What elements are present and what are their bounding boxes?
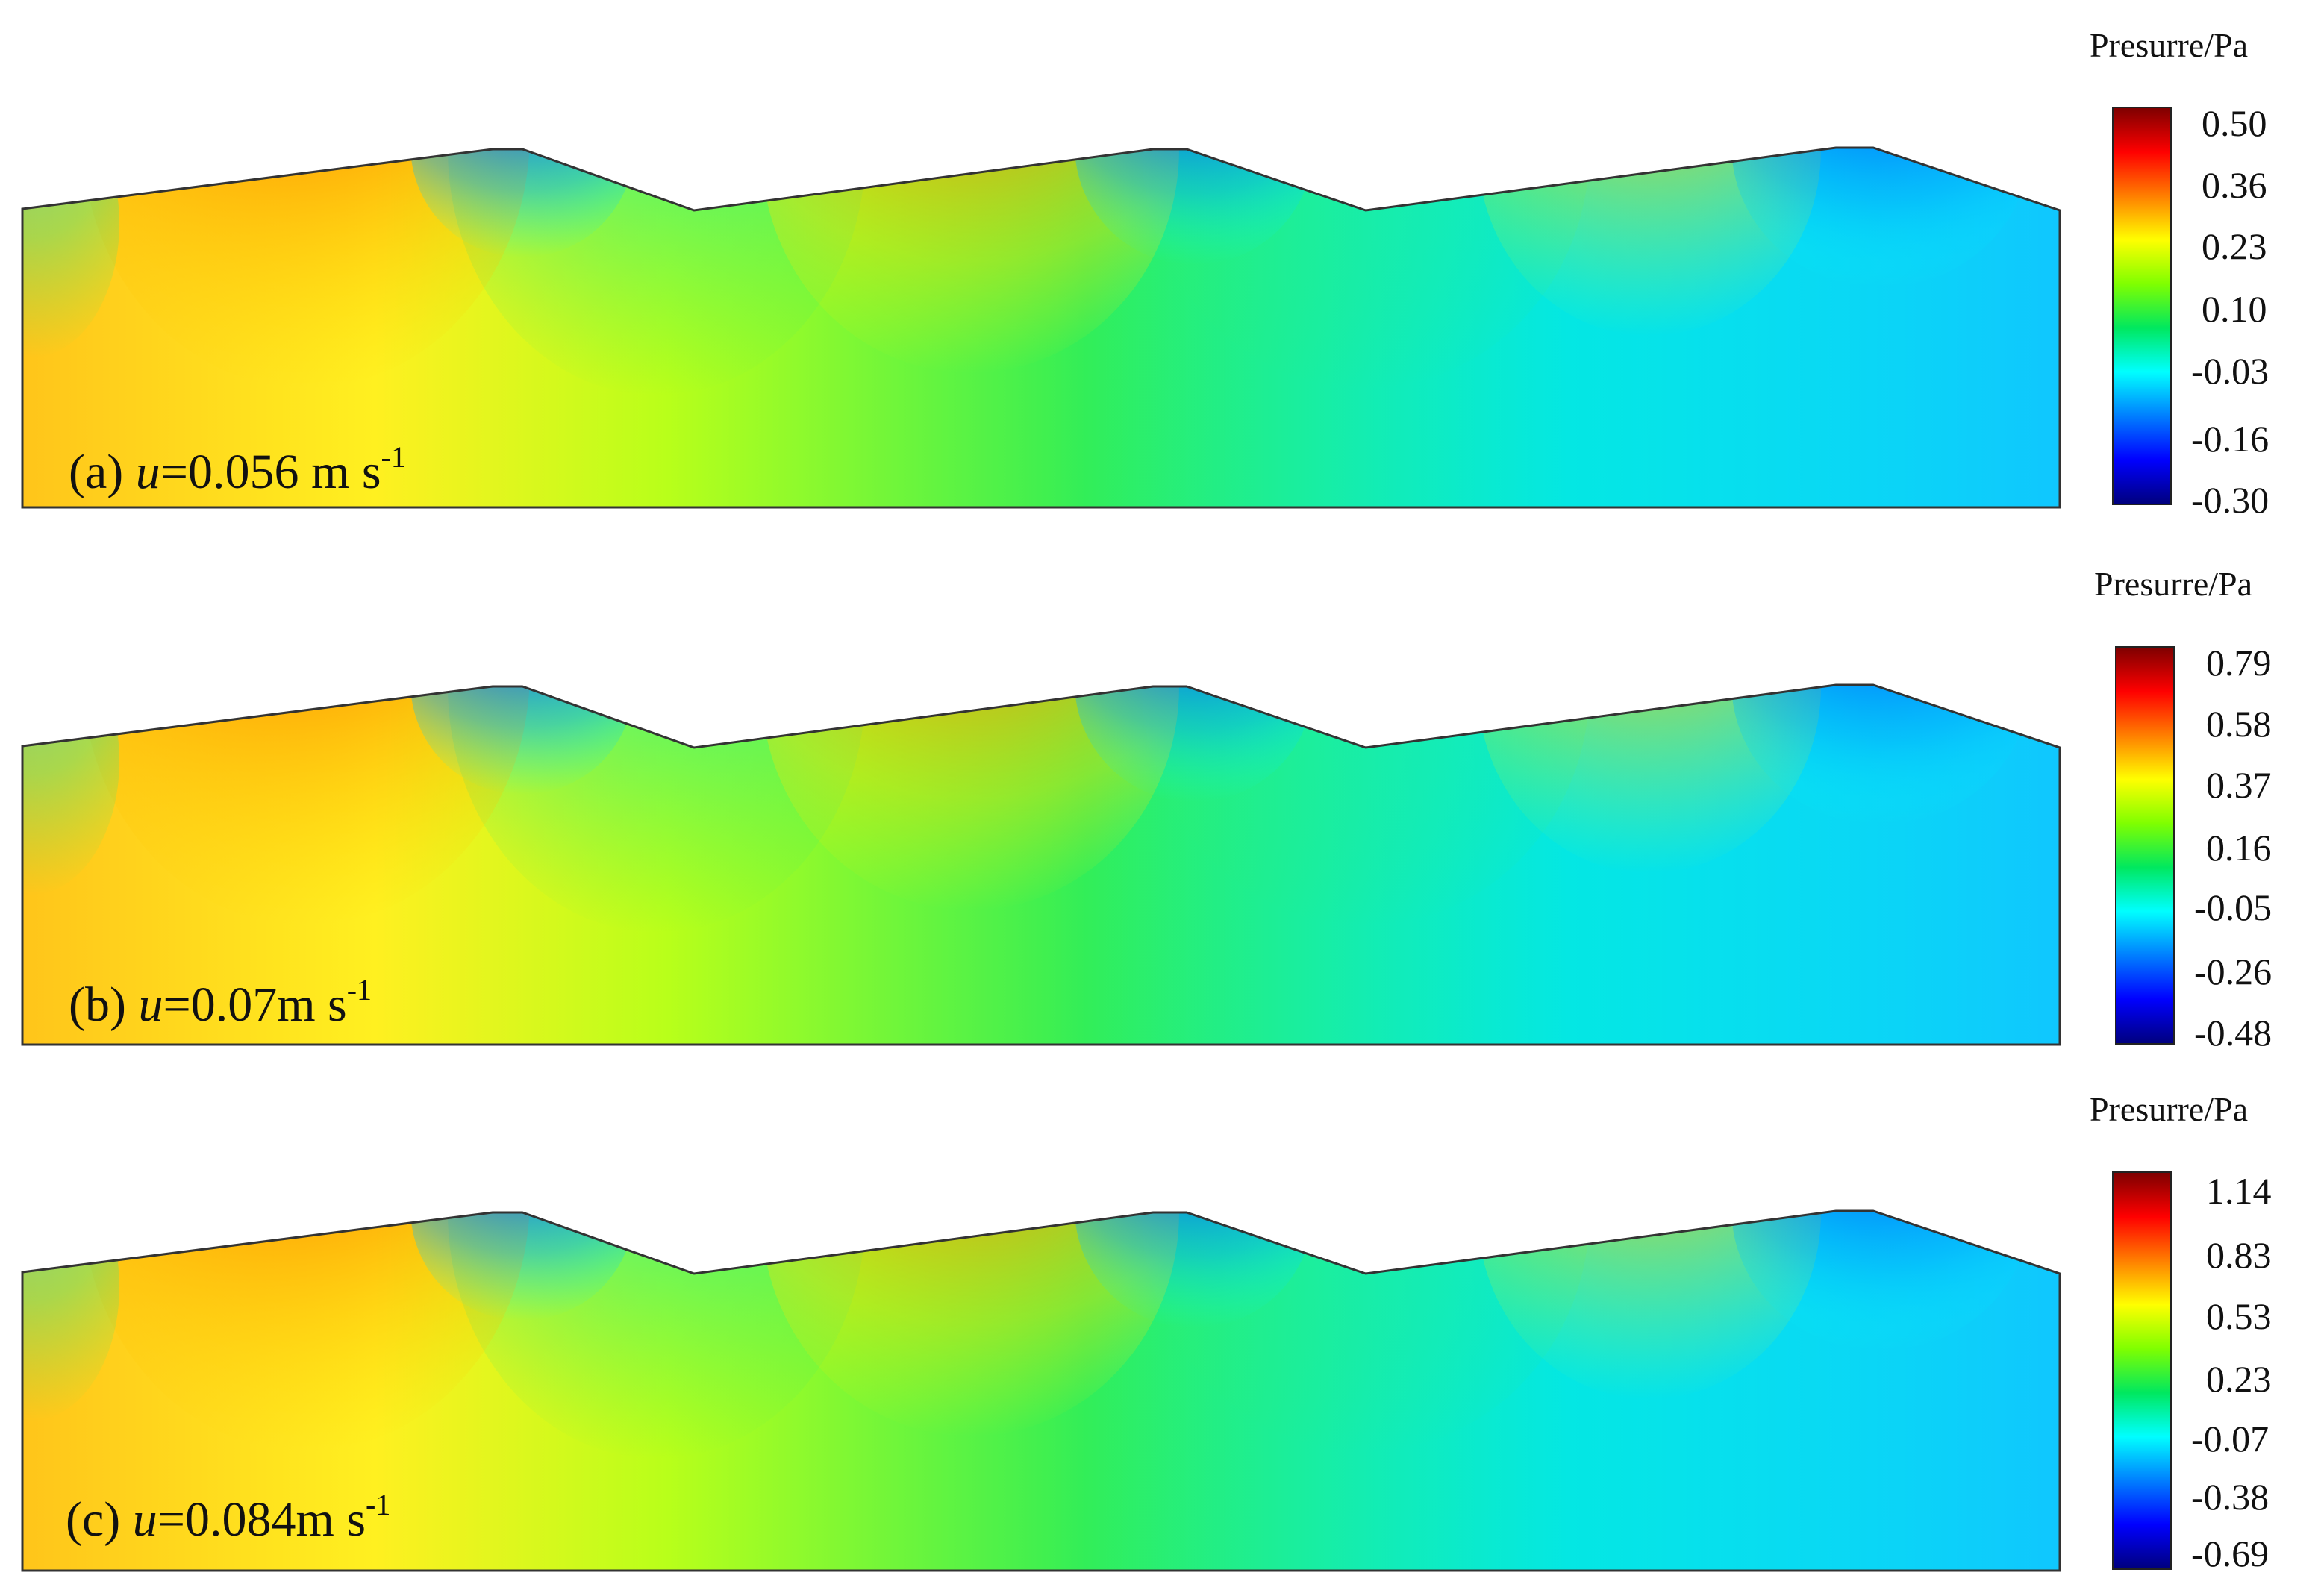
colorbar-tick: -0.30 <box>2191 479 2269 521</box>
colorbar-tick: -0.69 <box>2191 1533 2269 1574</box>
panel-a-value: =0.056 m s <box>160 445 381 499</box>
colorbar-tick: 0.23 <box>2202 225 2267 267</box>
colorbar-tick: 0.36 <box>2202 164 2267 206</box>
colorbar-tick: 1.14 <box>2206 1170 2272 1212</box>
panel-b-label: (b) <box>69 977 126 1032</box>
panel-a-variable: u <box>135 445 160 499</box>
panel-a-colorbar-title: Presurre/Pa <box>2090 26 2249 64</box>
colorbar-tick: 0.37 <box>2206 764 2272 806</box>
panel-a-contour <box>21 146 2061 509</box>
colorbar-tick: 0.50 <box>2202 102 2267 144</box>
colorbar-tick: -0.38 <box>2191 1476 2269 1518</box>
panel-c-contour <box>21 1209 2061 1572</box>
panel-c-label: (c) <box>66 1492 121 1547</box>
panel-b-contour <box>21 683 2061 1046</box>
colorbar-tick: -0.16 <box>2191 418 2269 460</box>
colorbar-tick: 0.53 <box>2206 1295 2272 1337</box>
colorbar-tick: -0.03 <box>2191 350 2269 392</box>
colorbar-tick: -0.26 <box>2194 951 2272 992</box>
panel-c-value: =0.084m s <box>157 1492 366 1547</box>
colorbar-tick: 0.16 <box>2206 827 2272 869</box>
panel-a-caption: (a) u=0.056 m s-1 <box>69 442 406 499</box>
colorbar-tick: 0.79 <box>2206 642 2272 683</box>
panel-b-colorbar <box>2115 646 2175 1045</box>
panel-b-variable: u <box>138 977 163 1032</box>
colorbar-tick: -0.48 <box>2194 1012 2272 1054</box>
colorbar-tick: 0.23 <box>2206 1358 2272 1400</box>
colorbar-tick: -0.07 <box>2191 1418 2269 1459</box>
panel-c-variable: u <box>132 1492 157 1547</box>
panel-b-caption: (b) u=0.07m s-1 <box>69 975 372 1032</box>
panel-a-colorbar <box>2112 107 2172 505</box>
panel-c-caption: (c) u=0.084m s-1 <box>66 1490 390 1547</box>
colorbar-tick: -0.05 <box>2194 886 2272 928</box>
colorbar-tick: 0.58 <box>2206 703 2272 745</box>
colorbar-tick: 0.10 <box>2202 288 2267 330</box>
panel-b-value: =0.07m s <box>163 977 347 1032</box>
panel-b-colorbar-title: Presurre/Pa <box>2094 565 2253 603</box>
colorbar-tick: 0.83 <box>2206 1234 2272 1276</box>
panel-a-exponent: -1 <box>381 440 406 474</box>
panel-c-colorbar-title: Presurre/Pa <box>2090 1090 2249 1128</box>
panel-c-colorbar <box>2112 1171 2172 1570</box>
panel-c-exponent: -1 <box>366 1488 391 1521</box>
panel-a-label: (a) <box>69 445 124 499</box>
panel-b-exponent: -1 <box>346 973 372 1007</box>
